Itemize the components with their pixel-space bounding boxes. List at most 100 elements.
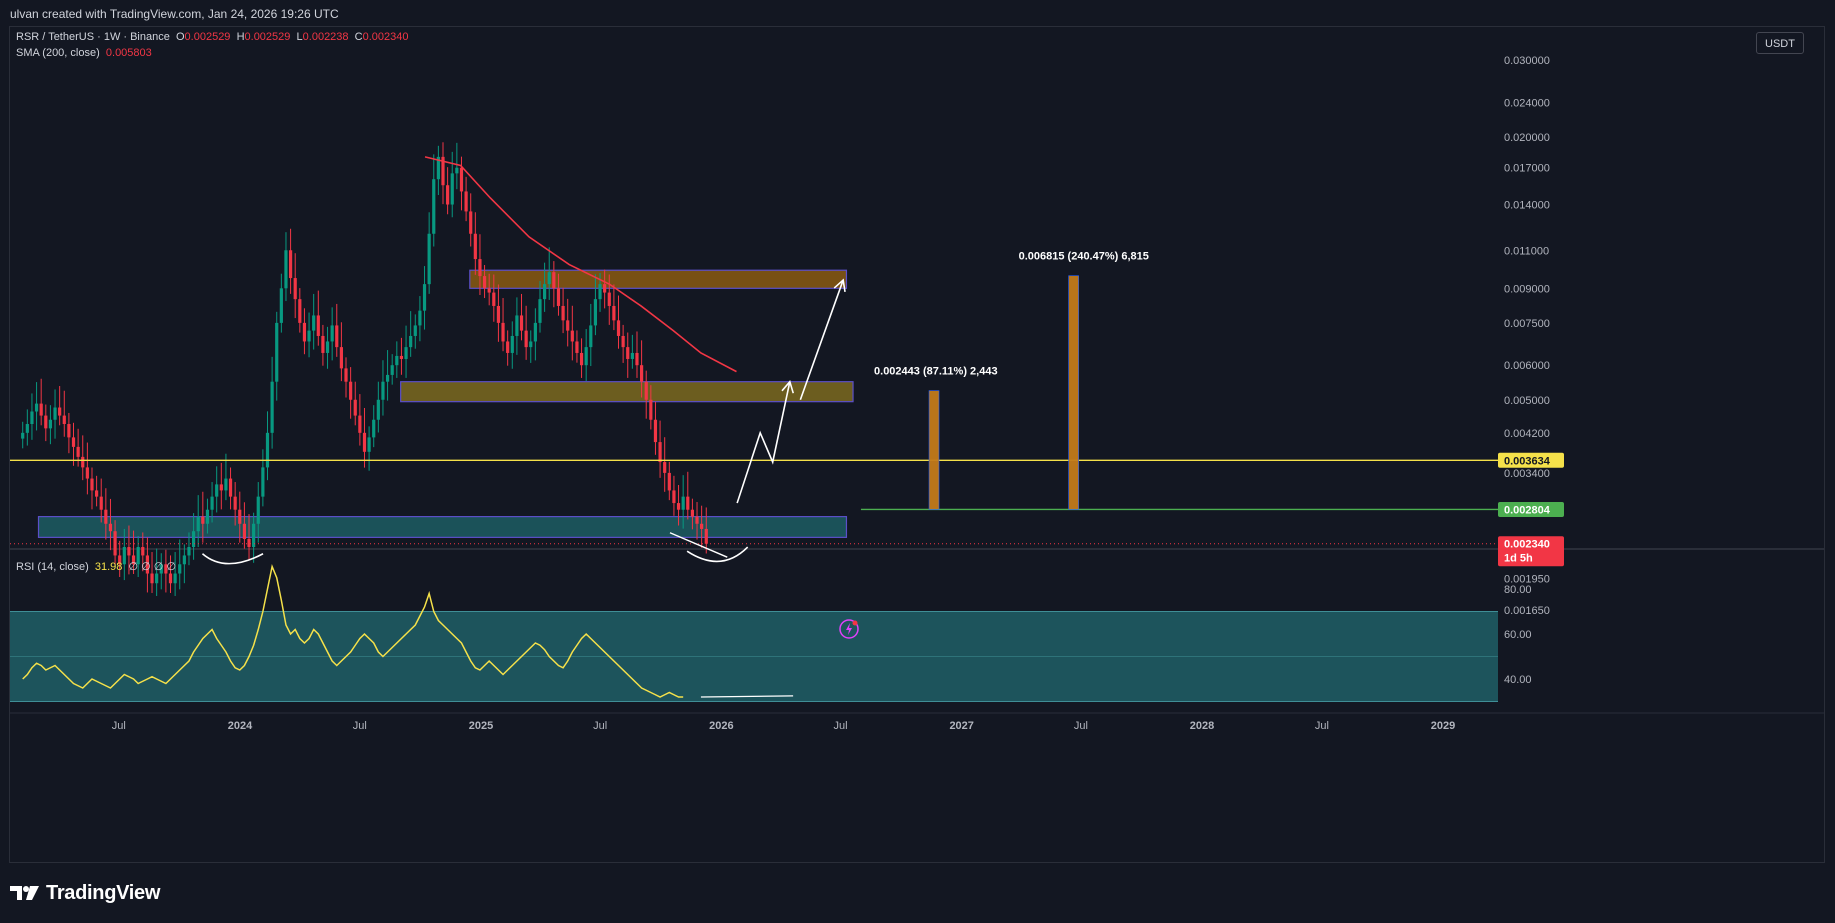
candle-body bbox=[242, 523, 246, 539]
candle-body bbox=[459, 167, 464, 192]
measure-bar bbox=[1068, 275, 1079, 510]
last-price-tag-countdown: 1d 5h bbox=[1504, 553, 1533, 565]
candle bbox=[131, 530, 136, 574]
candle bbox=[298, 288, 302, 333]
candle-body bbox=[233, 496, 237, 510]
alert-lightning-icon[interactable] bbox=[838, 618, 860, 640]
candle bbox=[99, 478, 103, 523]
candle-body bbox=[603, 284, 607, 293]
candle-body bbox=[349, 381, 353, 400]
yellow-line-tag: 0.003634 bbox=[1504, 455, 1551, 467]
chart-frame[interactable]: 0.002443 (87.11%) 2,443 0.006815 (240.47%… bbox=[9, 26, 1825, 863]
candle-body bbox=[533, 322, 537, 342]
candle-body bbox=[681, 496, 685, 510]
candle bbox=[672, 475, 676, 516]
candle-body bbox=[478, 259, 482, 277]
candle-body bbox=[404, 347, 408, 359]
candle-body bbox=[159, 564, 163, 574]
candle-body bbox=[362, 432, 367, 452]
candle bbox=[478, 234, 482, 295]
candle bbox=[704, 507, 708, 554]
candle bbox=[436, 145, 440, 196]
symbol-name[interactable]: RSR / TetherUS · 1W · Binance bbox=[16, 31, 170, 43]
candle-body bbox=[413, 325, 417, 336]
zone-olive bbox=[400, 381, 854, 403]
candle-body bbox=[640, 365, 644, 382]
candle bbox=[676, 484, 681, 526]
candle bbox=[376, 381, 380, 433]
zone-teal bbox=[37, 516, 848, 538]
candle-body bbox=[298, 299, 302, 323]
candle bbox=[108, 498, 113, 551]
candle-body bbox=[155, 573, 159, 584]
candle-body bbox=[145, 555, 150, 574]
candle-body bbox=[672, 490, 676, 504]
zone-brown bbox=[469, 269, 848, 289]
price-pane: 0.002443 (87.11%) 2,443 0.006815 (240.47%… bbox=[10, 142, 1824, 596]
candle bbox=[335, 303, 339, 357]
candle bbox=[501, 298, 505, 352]
time-tick: Jul bbox=[1074, 720, 1088, 732]
candle-body bbox=[191, 531, 196, 548]
candle bbox=[44, 404, 48, 442]
candle bbox=[395, 341, 399, 378]
candle-body bbox=[307, 330, 311, 342]
candle-body bbox=[261, 467, 265, 497]
candle bbox=[34, 382, 39, 431]
candle-body bbox=[579, 352, 584, 366]
chart-canvas[interactable]: 0.002443 (87.11%) 2,443 0.006815 (240.47%… bbox=[10, 27, 1824, 862]
candle-body bbox=[95, 490, 99, 497]
candle-body bbox=[399, 355, 404, 359]
sma-legend[interactable]: SMA (200, close) 0.005803 bbox=[16, 47, 152, 59]
rsi-tick: 40.00 bbox=[1504, 674, 1532, 686]
candle-body bbox=[409, 335, 413, 348]
tradingview-logo[interactable]: TradingView bbox=[10, 882, 160, 904]
candle bbox=[524, 305, 528, 360]
rsi-tick: 60.00 bbox=[1504, 629, 1532, 641]
candle-body bbox=[62, 415, 66, 425]
time-tick: 2024 bbox=[228, 720, 253, 732]
candle bbox=[441, 142, 445, 205]
candle-body bbox=[561, 305, 565, 321]
candle bbox=[150, 552, 154, 593]
rsi-label[interactable]: RSI (14, close) bbox=[16, 561, 89, 573]
candle-body bbox=[700, 523, 704, 529]
candle bbox=[690, 498, 695, 530]
candle bbox=[482, 265, 487, 299]
candle-body bbox=[663, 462, 667, 473]
candle-body bbox=[367, 437, 371, 452]
sma-label[interactable]: SMA (200, close) bbox=[16, 47, 100, 59]
candle-body bbox=[30, 411, 34, 425]
candle-body bbox=[422, 284, 427, 311]
candle-body bbox=[108, 523, 113, 532]
candle bbox=[570, 305, 574, 361]
candle bbox=[644, 370, 648, 419]
symbol-legend[interactable]: RSR / TetherUS · 1W · Binance O0.002529 … bbox=[16, 31, 409, 43]
measure-label: 0.006815 (240.47%) 6,815 bbox=[1019, 251, 1149, 263]
candle bbox=[247, 514, 251, 560]
candle-body bbox=[630, 352, 634, 359]
candle-body bbox=[39, 403, 43, 416]
candle-body bbox=[616, 320, 621, 336]
candle-body bbox=[469, 211, 473, 234]
candle-body bbox=[515, 315, 519, 336]
candle-body bbox=[376, 399, 380, 420]
candle bbox=[469, 193, 473, 247]
candle bbox=[663, 437, 667, 492]
candle bbox=[667, 461, 671, 501]
last-price-tag-bg bbox=[1498, 536, 1564, 567]
price-tick: 0.006000 bbox=[1504, 360, 1550, 372]
currency-button[interactable]: USDT bbox=[1756, 32, 1804, 54]
candle bbox=[191, 513, 196, 560]
candle bbox=[215, 466, 219, 513]
candle-body bbox=[418, 310, 422, 326]
candle-body bbox=[330, 325, 334, 342]
candle bbox=[653, 401, 658, 455]
candle bbox=[700, 505, 704, 548]
bottom-curve-2 bbox=[686, 546, 749, 563]
time-axis: Jul 2024 Jul 2025 Jul 2026 Jul 2027 Jul 2028 Jul 20… bbox=[10, 712, 1824, 732]
projection-path-1 bbox=[736, 381, 791, 504]
time-tick: 2027 bbox=[949, 720, 973, 732]
candle-body bbox=[432, 179, 436, 234]
rsi-legend[interactable]: RSI (14, close) 31.98 ∅ ∅ ∅ ∅ bbox=[16, 560, 176, 573]
